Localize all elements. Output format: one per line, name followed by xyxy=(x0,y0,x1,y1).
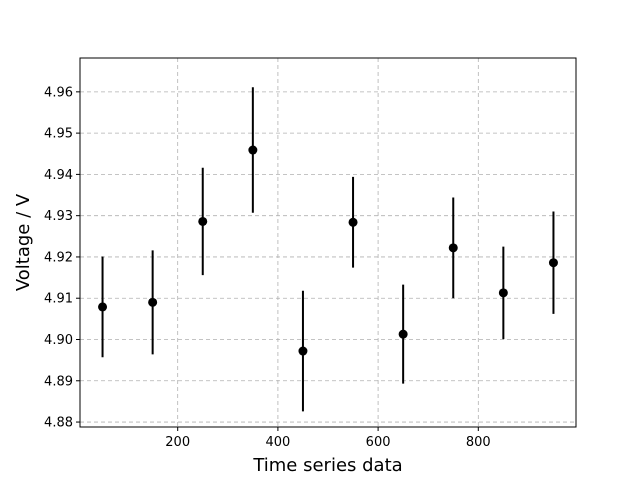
grid-lines xyxy=(80,58,576,427)
data-point xyxy=(98,302,108,312)
y-tick-label: 4.93 xyxy=(44,209,73,224)
data-series xyxy=(98,87,558,412)
y-tick-label: 4.90 xyxy=(44,333,73,348)
x-axis-title: Time series data xyxy=(252,455,402,476)
data-point xyxy=(148,297,158,307)
y-tick-label: 4.92 xyxy=(44,250,73,265)
data-point xyxy=(548,258,558,268)
y-tick-label: 4.94 xyxy=(44,168,73,183)
x-tick-label: 200 xyxy=(165,435,190,450)
data-point xyxy=(348,217,358,227)
data-point xyxy=(498,288,508,298)
data-point xyxy=(448,243,458,253)
plot-frame xyxy=(79,57,577,428)
data-point xyxy=(198,216,208,226)
y-tick-label: 4.88 xyxy=(44,416,73,431)
y-tick-label: 4.89 xyxy=(44,374,73,389)
data-point xyxy=(248,145,258,155)
x-tick-label: 400 xyxy=(265,435,290,450)
x-tick-label: 800 xyxy=(466,435,491,450)
y-tick-label: 4.91 xyxy=(44,292,73,307)
data-point xyxy=(398,329,408,339)
x-tick-label: 600 xyxy=(366,435,391,450)
y-tick-label: 4.95 xyxy=(44,127,73,142)
y-tick-label: 4.96 xyxy=(44,85,73,100)
data-point xyxy=(298,346,308,356)
axis-ticks: 200 400 600 800 4.88 4.89 4.90 4.91 4.92 4.93 4.94… xyxy=(44,85,491,450)
y-axis-title: Voltage / V xyxy=(13,193,34,291)
